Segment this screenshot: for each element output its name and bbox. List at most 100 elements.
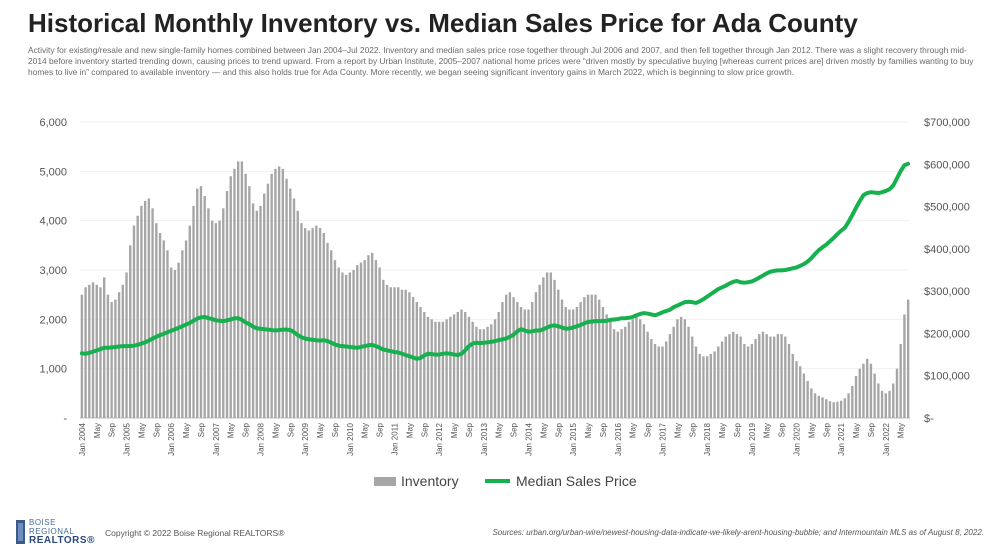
inventory-bar bbox=[676, 319, 679, 418]
inventory-bar bbox=[117, 292, 121, 418]
x-tick-label: May bbox=[584, 423, 593, 438]
inventory-bar bbox=[222, 208, 225, 418]
inventory-bar bbox=[129, 245, 132, 418]
inventory-bar bbox=[903, 314, 906, 418]
inventory-bar bbox=[631, 319, 634, 418]
inventory-bar bbox=[560, 299, 564, 418]
inventory-bar bbox=[624, 326, 627, 418]
inventory-bar bbox=[132, 225, 136, 418]
inventory-bar bbox=[780, 334, 783, 418]
logo-line-1: BOISE bbox=[29, 518, 56, 527]
inventory-bar bbox=[158, 233, 162, 418]
inventory-bar bbox=[724, 336, 727, 418]
inventory-bar bbox=[527, 309, 530, 418]
inventory-bar bbox=[370, 252, 374, 418]
x-tick-label: Jan 2017 bbox=[658, 422, 667, 455]
inventory-bar bbox=[475, 326, 478, 418]
inventory-bar bbox=[616, 331, 620, 418]
inventory-bar bbox=[497, 311, 500, 418]
inventory-bar bbox=[434, 321, 437, 418]
inventory-bar bbox=[203, 196, 206, 418]
left-tick-label: - bbox=[63, 413, 67, 425]
inventory-bar bbox=[140, 205, 143, 418]
inventory-bar bbox=[181, 250, 184, 418]
inventory-bar bbox=[851, 385, 854, 418]
inventory-bar bbox=[136, 215, 139, 418]
legend-inventory-swatch bbox=[374, 477, 396, 486]
inventory-bar bbox=[337, 267, 340, 418]
inventory-bar bbox=[799, 366, 802, 418]
x-tick-label: May bbox=[673, 423, 682, 438]
inventory-bar bbox=[828, 401, 832, 418]
inventory-bar bbox=[255, 210, 258, 418]
x-tick-label: May bbox=[182, 423, 191, 438]
x-tick-label: Sep bbox=[376, 422, 385, 437]
x-tick-label: Sep bbox=[644, 422, 653, 437]
x-tick-label: Sep bbox=[152, 422, 161, 437]
inventory-bar bbox=[687, 326, 690, 418]
inventory-bar bbox=[668, 334, 672, 418]
inventory-bar bbox=[80, 294, 84, 418]
inventory-bar bbox=[277, 166, 281, 418]
inventory-bar bbox=[646, 331, 649, 418]
right-tick-label: $200,000 bbox=[924, 328, 970, 340]
x-tick-label: Sep bbox=[599, 422, 608, 437]
inventory-bar bbox=[333, 260, 337, 418]
inventory-bar bbox=[743, 344, 746, 418]
x-tick-label: Jan 2009 bbox=[301, 422, 310, 455]
x-tick-label: May bbox=[137, 423, 146, 438]
right-tick-label: $600,000 bbox=[924, 159, 970, 171]
inventory-bar bbox=[538, 284, 541, 418]
inventory-bar bbox=[423, 311, 426, 418]
inventory-bar bbox=[233, 168, 236, 418]
x-tick-label: Sep bbox=[867, 422, 876, 437]
inventory-bar bbox=[739, 336, 742, 418]
x-axis-ticks: Jan 2004 May Sep Jan 2005 May Sep Jan 2006 May S… bbox=[78, 422, 906, 455]
x-tick-label: Jan 2014 bbox=[525, 422, 534, 455]
x-tick-label: May bbox=[450, 423, 459, 438]
inventory-bar bbox=[240, 161, 244, 418]
inventory-bar bbox=[121, 284, 124, 418]
x-tick-label: Jan 2007 bbox=[212, 422, 221, 455]
inventory-bar bbox=[196, 188, 199, 418]
inventory-bar bbox=[229, 176, 232, 418]
inventory-bar bbox=[791, 353, 794, 418]
inventory-bar bbox=[906, 299, 910, 418]
inventory-bar bbox=[880, 390, 884, 418]
inventory-bar bbox=[754, 339, 757, 418]
inventory-bar bbox=[225, 191, 229, 418]
x-tick-label: Jan 2006 bbox=[167, 422, 176, 455]
inventory-bar bbox=[504, 294, 508, 418]
inventory-bar bbox=[359, 262, 363, 418]
chart-description: Activity for existing/resale and new sin… bbox=[28, 45, 974, 77]
inventory-bar bbox=[795, 361, 798, 418]
sources-note: Sources: urban.org/urban-wire/newest-hou… bbox=[492, 528, 984, 537]
inventory-bar bbox=[236, 161, 240, 418]
inventory-bar bbox=[460, 309, 463, 418]
inventory-bar bbox=[653, 344, 657, 418]
inventory-bar bbox=[326, 242, 329, 418]
inventory-bar bbox=[698, 353, 701, 418]
brand-logo: BOISE REGIONAL REALTORS® bbox=[16, 518, 95, 546]
inventory-bar bbox=[720, 341, 724, 418]
inventory-bar bbox=[776, 334, 780, 418]
x-tick-label: May bbox=[852, 423, 861, 438]
x-tick-label: Sep bbox=[733, 422, 742, 437]
left-tick-label: 6,000 bbox=[39, 117, 67, 129]
inventory-bar bbox=[482, 329, 486, 418]
inventory-bar bbox=[553, 279, 556, 418]
x-tick-label: May bbox=[539, 423, 548, 438]
inventory-bar bbox=[702, 356, 705, 418]
inventory-bar bbox=[642, 324, 646, 418]
inventory-bar bbox=[869, 363, 873, 418]
inventory-bar bbox=[170, 267, 173, 418]
inventory-bar bbox=[99, 287, 102, 418]
legend: Inventory Median Sales Price bbox=[374, 473, 637, 489]
inventory-bar bbox=[817, 395, 820, 418]
inventory-bar bbox=[452, 314, 456, 418]
inventory-bar bbox=[464, 311, 467, 418]
inventory-bar bbox=[858, 368, 861, 418]
inventory-bar bbox=[207, 208, 210, 418]
inventory-bar bbox=[545, 272, 549, 418]
inventory-bar bbox=[810, 388, 813, 418]
